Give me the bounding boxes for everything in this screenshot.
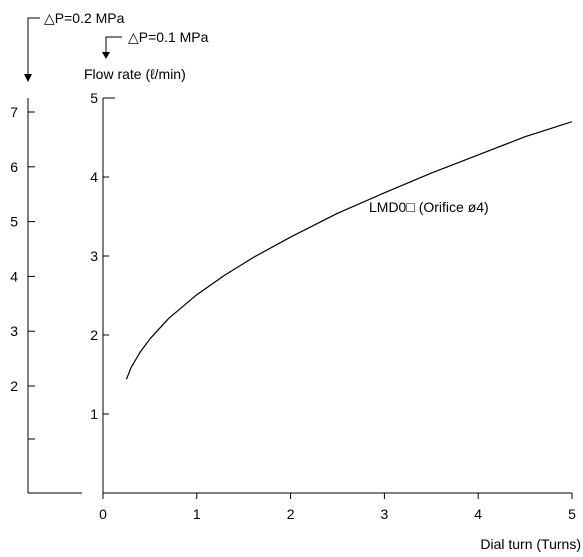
low-pressure-label: △P=0.1 MPa	[128, 29, 209, 45]
secondary-y-ticks: 2 3 4 5 6 7	[10, 104, 35, 440]
x-tick-label: 3	[381, 506, 389, 522]
series-annotation: LMD0□ (Orifice ø4)	[369, 199, 489, 215]
secondary-y-tick-label: 5	[10, 214, 18, 230]
high-pressure-label: △P=0.2 MPa	[44, 10, 125, 26]
x-axis-ticks: 0 1 2 3 4 5	[99, 493, 576, 522]
x-tick-label: 2	[287, 506, 295, 522]
series-group	[125, 121, 573, 380]
low-pressure-arrow-icon	[102, 52, 110, 59]
secondary-y-tick-label: 2	[10, 378, 18, 394]
x-tick-label: 4	[474, 506, 482, 522]
x-axis-title: Dial turn (Turns)	[480, 536, 581, 552]
secondary-y-tick-label: 4	[10, 268, 18, 284]
y-axis-title: Flow rate (ℓ/min)	[84, 66, 186, 82]
high-pressure-arrow-icon	[24, 74, 32, 82]
x-tick-label: 1	[193, 506, 201, 522]
high-pressure-leader	[27, 17, 40, 76]
secondary-y-tick-label: 7	[10, 104, 18, 120]
pressure-indicators	[24, 17, 122, 82]
y-tick-label: 2	[90, 327, 98, 343]
y-tick-label: 3	[90, 248, 98, 264]
x-tick-label: 5	[568, 506, 576, 522]
y-axis-ticks: 1 2 3 4 5	[90, 90, 109, 422]
secondary-y-tick-label: 3	[10, 323, 18, 339]
low-pressure-leader	[105, 36, 122, 52]
series-line	[125, 121, 573, 380]
y-tick-label: 4	[90, 169, 98, 185]
secondary-y-tick-label: 6	[10, 159, 18, 175]
x-tick-label: 0	[99, 506, 107, 522]
y-tick-label: 1	[90, 406, 98, 422]
y-tick-label: 5	[90, 90, 98, 106]
